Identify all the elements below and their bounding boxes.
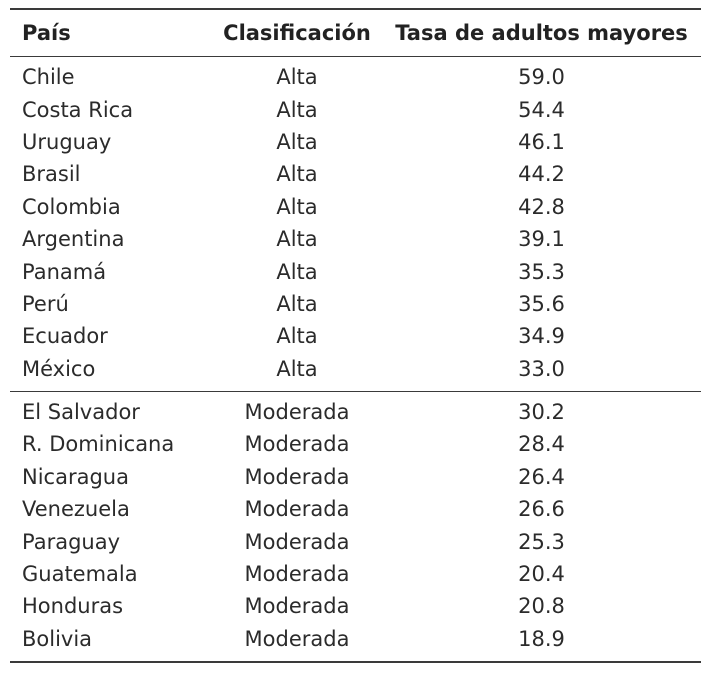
cell-country: Argentina: [22, 227, 125, 252]
cell-country: Paraguay: [22, 529, 121, 554]
header-rate: Tasa de adultos mayores: [382, 8, 701, 57]
cell-country: Venezuela: [22, 497, 130, 522]
table-row: Colombia Alta 42.8: [10, 191, 701, 223]
cell-classification: Alta: [276, 324, 318, 349]
cell-country: Brasil: [22, 162, 81, 187]
table-row: Uruguay Alta 46.1: [10, 126, 701, 158]
table-row: Argentina Alta 39.1: [10, 223, 701, 255]
header-classification: Clasificación: [212, 8, 382, 57]
cell-rate: 30.2: [518, 400, 565, 425]
cell-classification: Alta: [276, 129, 318, 154]
cell-rate: 33.0: [382, 352, 701, 392]
cell-rate: 44.2: [518, 162, 565, 187]
cell-rate: 35.3: [518, 259, 565, 284]
cell-country: R. Dominicana: [22, 432, 175, 457]
table-row: Ecuador Alta 34.9: [10, 320, 701, 352]
cell-rate: 20.4: [518, 562, 565, 587]
cell-country: México: [10, 352, 212, 392]
cell-classification: Alta: [276, 227, 318, 252]
cell-country: Chile: [22, 65, 75, 90]
cell-rate: 20.8: [518, 594, 565, 619]
cell-classification: Moderada: [212, 622, 382, 664]
cell-classification: Alta: [212, 352, 382, 392]
cell-classification: Moderada: [244, 400, 350, 425]
cell-rate: 35.6: [518, 291, 565, 316]
cell-rate: 25.3: [518, 529, 565, 554]
cell-rate: 34.9: [518, 324, 565, 349]
cell-rate: 39.1: [518, 227, 565, 252]
data-table: País Clasificación Tasa de adultos mayor…: [10, 8, 701, 664]
table-row: R. Dominicana Moderada 28.4: [10, 428, 701, 460]
cell-country: Uruguay: [22, 129, 112, 154]
cell-classification: Moderada: [244, 562, 350, 587]
table-row: Paraguay Moderada 25.3: [10, 525, 701, 557]
header-country: País: [10, 8, 212, 57]
table-row: Bolivia Moderada 18.9: [10, 622, 701, 664]
cell-country: Perú: [22, 291, 69, 316]
cell-classification: Alta: [276, 65, 318, 90]
cell-classification: Moderada: [244, 497, 350, 522]
table-row: El Salvador Moderada 30.2: [10, 391, 701, 428]
table-row: México Alta 33.0: [10, 352, 701, 392]
header-row: País Clasificación Tasa de adultos mayor…: [10, 8, 701, 57]
cell-country: Guatemala: [22, 562, 138, 587]
cell-rate: 59.0: [518, 65, 565, 90]
cell-classification: Moderada: [244, 464, 350, 489]
cell-country: Panamá: [22, 259, 107, 284]
cell-country: El Salvador: [22, 400, 140, 425]
table-row: Brasil Alta 44.2: [10, 158, 701, 190]
cell-country: Colombia: [22, 194, 121, 219]
cell-rate: 26.6: [518, 497, 565, 522]
cell-rate: 46.1: [518, 129, 565, 154]
cell-rate: 18.9: [382, 622, 701, 664]
table-row: Nicaragua Moderada 26.4: [10, 461, 701, 493]
table-row: Honduras Moderada 20.8: [10, 590, 701, 622]
cell-country: Honduras: [22, 594, 124, 619]
cell-rate: 54.4: [518, 97, 565, 122]
cell-classification: Moderada: [244, 594, 350, 619]
cell-country: Costa Rica: [22, 97, 134, 122]
table-row: Venezuela Moderada 26.6: [10, 493, 701, 525]
cell-classification: Moderada: [244, 529, 350, 554]
cell-classification: Moderada: [244, 432, 350, 457]
cell-classification: Alta: [276, 162, 318, 187]
table-row: Panamá Alta 35.3: [10, 255, 701, 287]
cell-country: Bolivia: [10, 622, 212, 664]
table-row: Chile Alta 59.0: [10, 57, 701, 94]
cell-classification: Alta: [276, 194, 318, 219]
cell-rate: 26.4: [518, 464, 565, 489]
cell-classification: Alta: [276, 291, 318, 316]
table-row: Costa Rica Alta 54.4: [10, 93, 701, 125]
cell-country: Nicaragua: [22, 464, 129, 489]
cell-country: Ecuador: [22, 324, 108, 349]
cell-classification: Alta: [276, 259, 318, 284]
cell-rate: 28.4: [518, 432, 565, 457]
cell-classification: Alta: [276, 97, 318, 122]
table-group-alta: Chile Alta 59.0 Costa Rica Alta 54.4 Uruguay Al…: [10, 57, 701, 392]
table-row: Perú Alta 35.6: [10, 288, 701, 320]
table-header: País Clasificación Tasa de adultos mayor…: [10, 8, 701, 57]
cell-rate: 42.8: [518, 194, 565, 219]
table-group-moderada: El Salvador Moderada 30.2 R. Dominicana Mode…: [10, 391, 701, 664]
table-row: Guatemala Moderada 20.4: [10, 558, 701, 590]
